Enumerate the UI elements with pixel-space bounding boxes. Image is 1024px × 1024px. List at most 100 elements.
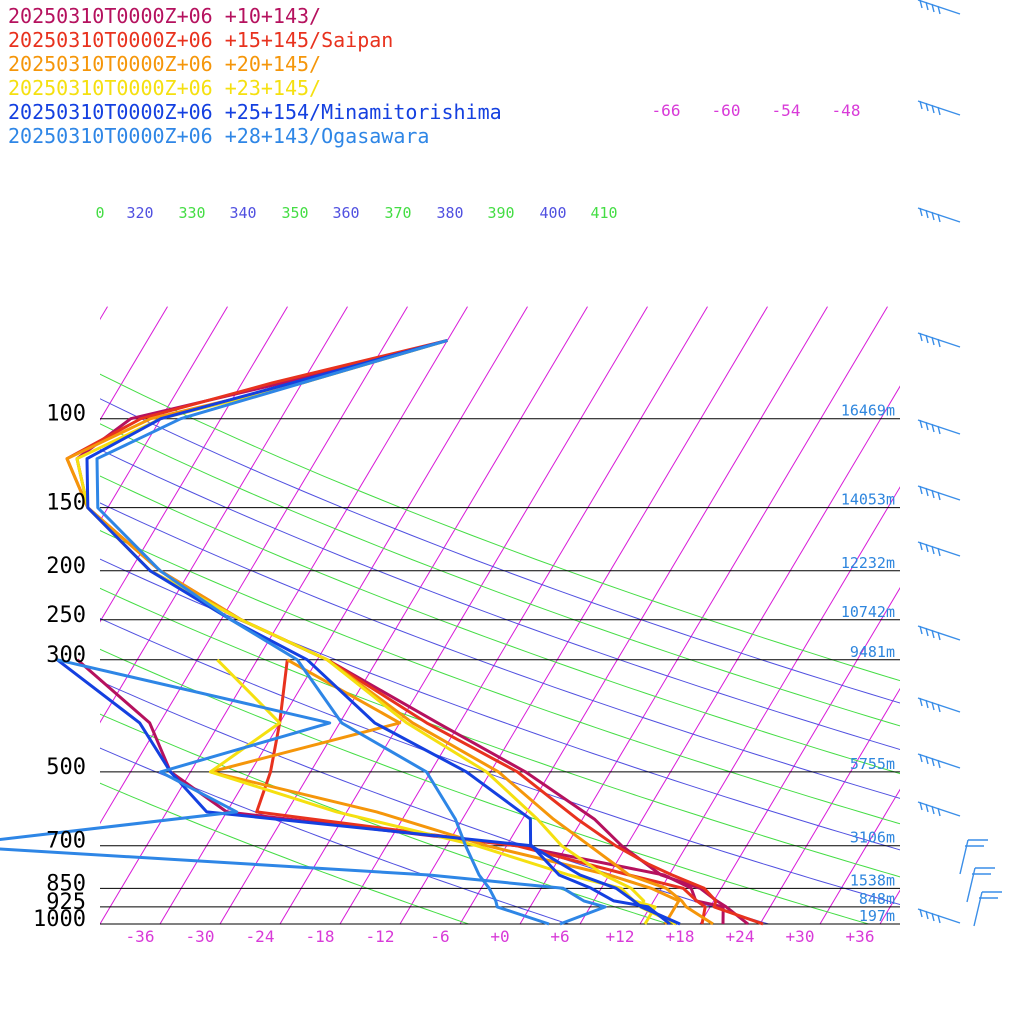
isotherm-label: -54 bbox=[772, 101, 801, 120]
temperature-profile bbox=[65, 338, 714, 926]
wind-barb bbox=[917, 0, 961, 15]
isotherm-line bbox=[879, 889, 900, 924]
wind-barb bbox=[917, 100, 961, 116]
temperature-tick-label: -24 bbox=[246, 927, 275, 946]
theta-label: 340 bbox=[229, 204, 256, 222]
temperature-tick-label: -6 bbox=[430, 927, 449, 946]
dewpoint-profile bbox=[56, 658, 671, 926]
isotherm-line bbox=[819, 788, 900, 924]
theta-curve bbox=[100, 558, 900, 851]
wind-barb bbox=[917, 485, 961, 501]
temperature-tick-label: -30 bbox=[186, 927, 215, 946]
height-label: 3106m bbox=[850, 829, 895, 847]
theta-label: 360 bbox=[332, 204, 359, 222]
theta-label: 330 bbox=[178, 204, 205, 222]
wind-barb bbox=[917, 207, 961, 223]
temperature-tick-label: +36 bbox=[846, 927, 875, 946]
pressure-label: 100 bbox=[46, 402, 86, 427]
theta-curve bbox=[100, 617, 900, 906]
theta-label: 0 bbox=[95, 204, 104, 222]
dewpoint-profile bbox=[76, 658, 725, 925]
isotherm-label: -60 bbox=[712, 101, 741, 120]
theta-curve bbox=[100, 423, 900, 727]
temperature-tick-label: +24 bbox=[726, 927, 755, 946]
pressure-label: 250 bbox=[46, 603, 86, 628]
height-label: 848m bbox=[859, 890, 895, 908]
isotherm-line bbox=[100, 306, 348, 724]
theta-label: 320 bbox=[126, 204, 153, 222]
pressure-label: 150 bbox=[46, 491, 86, 516]
wind-barb bbox=[917, 697, 961, 713]
wind-barb bbox=[959, 839, 969, 875]
isotherm-line bbox=[639, 486, 900, 924]
theta-curve bbox=[100, 530, 900, 825]
temperature-tick-label: +6 bbox=[550, 927, 569, 946]
theta-curve bbox=[100, 648, 869, 924]
temperature-tick-label: -12 bbox=[366, 927, 395, 946]
height-label: 12232m bbox=[841, 554, 895, 572]
temperature-tick-label: +30 bbox=[786, 927, 815, 946]
theta-curve bbox=[100, 587, 900, 878]
isotherm-line bbox=[100, 306, 288, 623]
dewpoint-profile bbox=[255, 659, 707, 925]
isotherm-line bbox=[0, 307, 48, 924]
height-label: 197m bbox=[859, 907, 895, 925]
isotherm-line bbox=[159, 306, 528, 924]
temperature-tick-label: -36 bbox=[126, 927, 155, 946]
theta-label: 350 bbox=[281, 204, 308, 222]
wind-barb bbox=[917, 419, 961, 435]
theta-curve bbox=[100, 373, 900, 682]
pressure-label: 200 bbox=[46, 554, 86, 579]
temperature-tick-label: +18 bbox=[666, 927, 695, 946]
theta-label: 410 bbox=[590, 204, 617, 222]
isotherm-line bbox=[279, 306, 648, 924]
isotherm-label: -66 bbox=[652, 101, 681, 120]
height-label: 16469m bbox=[841, 402, 895, 420]
legend-entry: 20250310T0000Z+06 +28+143/Ogasawara bbox=[8, 124, 429, 148]
wind-barb bbox=[966, 867, 976, 903]
isotherm-line bbox=[519, 306, 888, 924]
temperature-profile bbox=[85, 338, 681, 926]
pressure-label: 300 bbox=[46, 643, 86, 668]
temperature-tick-label: +0 bbox=[490, 927, 509, 946]
wind-barb bbox=[917, 625, 961, 641]
temperature-tick-label: +12 bbox=[606, 927, 635, 946]
isotherm-line bbox=[100, 306, 168, 421]
height-label: 9481m bbox=[850, 643, 895, 661]
height-label: 5755m bbox=[850, 755, 895, 773]
sounding-profiles bbox=[0, 338, 764, 926]
legend-entry: 20250310T0000Z+06 +10+143/ bbox=[8, 4, 321, 28]
theta-curve bbox=[100, 398, 900, 704]
temperature-tick-label: -18 bbox=[306, 927, 335, 946]
legend-entry: 20250310T0000Z+06 +23+145/ bbox=[8, 76, 321, 100]
theta-curve bbox=[100, 475, 900, 775]
legend: 20250310T0000Z+06 +10+143/20250310T0000Z… bbox=[8, 4, 502, 148]
isotherm-line bbox=[399, 306, 768, 924]
theta-curve bbox=[100, 782, 469, 924]
dewpoint-profile bbox=[0, 658, 607, 926]
wind-barb bbox=[917, 753, 961, 769]
isotherm-line bbox=[459, 306, 828, 924]
isotherm-line bbox=[579, 385, 900, 924]
legend-entry: 20250310T0000Z+06 +15+145/Saipan bbox=[8, 28, 393, 52]
pressure-label: 500 bbox=[46, 755, 86, 780]
pressure-label: 700 bbox=[46, 829, 86, 854]
height-label: 10742m bbox=[841, 603, 895, 621]
wind-barb bbox=[917, 332, 961, 348]
wind-barb bbox=[917, 801, 961, 817]
theta-label: 390 bbox=[487, 204, 514, 222]
theta-curve bbox=[100, 448, 900, 751]
wind-barbs bbox=[917, 0, 1002, 927]
theta-label: 400 bbox=[539, 204, 566, 222]
temperature-profile bbox=[65, 338, 764, 926]
height-label: 14053m bbox=[841, 491, 895, 509]
height-label: 1538m bbox=[850, 871, 895, 889]
temperature-profile bbox=[75, 338, 749, 926]
isotherm-line bbox=[699, 587, 900, 924]
legend-entry: 20250310T0000Z+06 +20+145/ bbox=[8, 52, 321, 76]
pressure-label: 1000 bbox=[33, 907, 86, 932]
theta-label: 380 bbox=[436, 204, 463, 222]
pressure-label: 925 bbox=[46, 890, 86, 915]
wind-barb bbox=[917, 541, 961, 557]
